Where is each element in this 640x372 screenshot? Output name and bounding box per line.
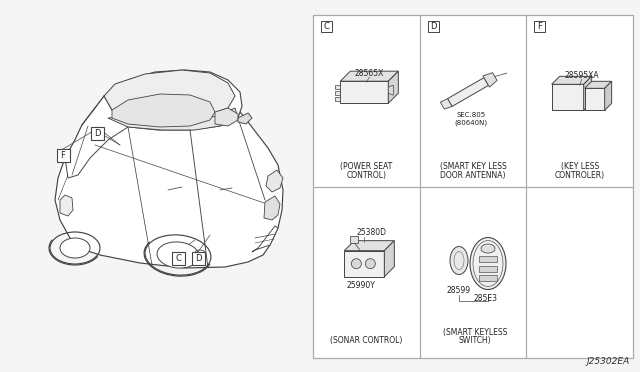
Polygon shape	[100, 70, 242, 130]
Ellipse shape	[60, 238, 90, 258]
Text: (80640N): (80640N)	[454, 120, 488, 126]
Text: C: C	[175, 254, 181, 263]
Text: CONTROLER): CONTROLER)	[555, 171, 605, 180]
Text: SEC.805: SEC.805	[456, 112, 486, 118]
Ellipse shape	[481, 244, 495, 253]
Text: D: D	[93, 129, 100, 138]
FancyBboxPatch shape	[172, 251, 184, 264]
Polygon shape	[388, 85, 394, 95]
Text: CONTROL): CONTROL)	[346, 171, 387, 180]
Polygon shape	[552, 84, 584, 110]
Bar	[350, 236, 358, 243]
Ellipse shape	[450, 247, 468, 275]
Bar	[313, 15, 633, 358]
Polygon shape	[264, 196, 280, 220]
Polygon shape	[340, 71, 398, 81]
Polygon shape	[112, 94, 215, 127]
Polygon shape	[440, 99, 452, 109]
FancyBboxPatch shape	[90, 126, 104, 140]
Polygon shape	[266, 170, 283, 192]
Text: 28595XA: 28595XA	[564, 71, 599, 80]
Polygon shape	[252, 226, 278, 252]
Bar	[479, 266, 497, 272]
Polygon shape	[552, 76, 591, 84]
Polygon shape	[215, 108, 238, 126]
Polygon shape	[65, 96, 128, 178]
Polygon shape	[108, 108, 238, 130]
Polygon shape	[585, 81, 612, 88]
Ellipse shape	[157, 242, 199, 268]
Text: (KEY LESS: (KEY LESS	[561, 162, 599, 171]
Polygon shape	[335, 91, 340, 95]
Polygon shape	[340, 81, 388, 103]
Polygon shape	[104, 70, 235, 120]
Polygon shape	[344, 241, 394, 251]
Polygon shape	[344, 251, 385, 277]
Text: (SMART KEY LESS: (SMART KEY LESS	[440, 162, 506, 171]
Polygon shape	[335, 97, 340, 101]
Text: 28599: 28599	[447, 286, 471, 295]
Text: 285E3: 285E3	[473, 294, 497, 303]
Polygon shape	[388, 71, 398, 103]
Polygon shape	[605, 81, 612, 110]
Text: (SONAR CONTROL): (SONAR CONTROL)	[330, 336, 403, 344]
Text: F: F	[538, 22, 542, 31]
Text: C: C	[324, 22, 330, 31]
Text: (POWER SEAT: (POWER SEAT	[340, 162, 392, 171]
Text: D: D	[195, 254, 201, 263]
Text: (SMART KEYLESS: (SMART KEYLESS	[443, 327, 507, 337]
Text: F: F	[61, 151, 65, 160]
Circle shape	[365, 259, 375, 269]
Polygon shape	[60, 195, 73, 216]
Polygon shape	[447, 78, 488, 106]
Text: DOOR ANTENNA): DOOR ANTENNA)	[440, 171, 506, 180]
Text: D: D	[430, 22, 436, 31]
Ellipse shape	[470, 238, 506, 289]
Text: SWITCH): SWITCH)	[459, 337, 492, 346]
Text: 25380D: 25380D	[356, 228, 387, 237]
Text: 28565X: 28565X	[355, 69, 384, 78]
Text: 25990Y: 25990Y	[347, 281, 376, 290]
Polygon shape	[55, 78, 283, 268]
Bar	[479, 256, 497, 262]
Polygon shape	[585, 88, 605, 110]
FancyBboxPatch shape	[56, 148, 70, 161]
Circle shape	[351, 259, 362, 269]
Bar	[479, 275, 497, 280]
Text: J25302EA: J25302EA	[587, 357, 630, 366]
Polygon shape	[335, 85, 340, 89]
Polygon shape	[238, 113, 252, 124]
Polygon shape	[385, 241, 394, 277]
FancyBboxPatch shape	[191, 251, 205, 264]
Polygon shape	[483, 73, 497, 87]
Polygon shape	[584, 76, 591, 110]
